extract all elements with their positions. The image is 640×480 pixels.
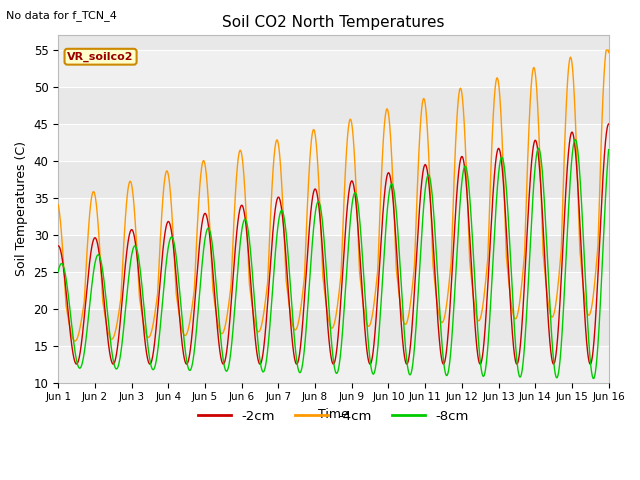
Bar xyxy=(58,198,609,235)
Bar xyxy=(58,272,609,309)
Y-axis label: Soil Temperatures (C): Soil Temperatures (C) xyxy=(15,142,28,276)
Legend: -2cm, -4cm, -8cm: -2cm, -4cm, -8cm xyxy=(193,405,474,428)
Bar xyxy=(58,124,609,161)
Title: Soil CO2 North Temperatures: Soil CO2 North Temperatures xyxy=(222,15,445,30)
Bar xyxy=(58,346,609,383)
Text: No data for f_TCN_4: No data for f_TCN_4 xyxy=(6,10,117,21)
Bar xyxy=(58,50,609,87)
X-axis label: Time: Time xyxy=(318,408,349,421)
Text: VR_soilco2: VR_soilco2 xyxy=(67,51,134,62)
